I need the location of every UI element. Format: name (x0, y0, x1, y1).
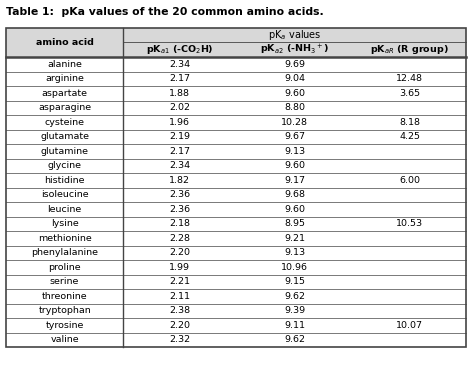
Text: 10.07: 10.07 (396, 321, 423, 330)
Text: glutamine: glutamine (41, 147, 89, 156)
Text: proline: proline (48, 263, 81, 272)
Text: phenylalanine: phenylalanine (31, 248, 98, 257)
Text: 2.32: 2.32 (169, 335, 190, 344)
Text: 9.04: 9.04 (284, 74, 305, 83)
Text: 4.25: 4.25 (399, 132, 420, 141)
Text: 9.60: 9.60 (284, 205, 305, 214)
Text: 10.28: 10.28 (281, 118, 308, 127)
Text: 9.21: 9.21 (284, 234, 305, 243)
Text: 9.60: 9.60 (284, 161, 305, 170)
Text: serine: serine (50, 277, 79, 286)
Text: 2.17: 2.17 (169, 74, 190, 83)
Text: 2.28: 2.28 (169, 234, 190, 243)
Text: 10.53: 10.53 (396, 219, 423, 228)
Text: 9.60: 9.60 (284, 89, 305, 98)
Text: 2.36: 2.36 (169, 190, 190, 199)
Text: leucine: leucine (47, 205, 82, 214)
Text: pK$_a$ values: pK$_a$ values (268, 28, 321, 42)
Text: pK$_{a1}$ (-CO$_2$H): pK$_{a1}$ (-CO$_2$H) (146, 43, 213, 56)
Text: pK$_{aR}$ (R group): pK$_{aR}$ (R group) (370, 43, 449, 56)
Bar (6, 28, 466, 57)
Text: amino acid: amino acid (36, 38, 93, 47)
Text: 9.15: 9.15 (284, 277, 305, 286)
Text: 2.18: 2.18 (169, 219, 190, 228)
Text: 8.95: 8.95 (284, 219, 305, 228)
Text: lysine: lysine (51, 219, 79, 228)
Bar (6, 28, 466, 347)
Text: methionine: methionine (38, 234, 91, 243)
Text: 1.82: 1.82 (169, 176, 190, 185)
Text: 2.34: 2.34 (169, 60, 190, 69)
Text: 12.48: 12.48 (396, 74, 423, 83)
Text: 1.88: 1.88 (169, 89, 190, 98)
Text: aspartate: aspartate (42, 89, 88, 98)
Text: 2.21: 2.21 (169, 277, 190, 286)
Text: 1.96: 1.96 (169, 118, 190, 127)
Text: arginine: arginine (45, 74, 84, 83)
Text: glycine: glycine (48, 161, 82, 170)
Text: 2.38: 2.38 (169, 306, 190, 315)
Text: pK$_{a2}$ (-NH$_3$$^+$): pK$_{a2}$ (-NH$_3$$^+$) (260, 43, 329, 57)
Text: 9.62: 9.62 (284, 292, 305, 301)
Text: histidine: histidine (45, 176, 85, 185)
Text: 9.67: 9.67 (284, 132, 305, 141)
Text: 9.69: 9.69 (284, 60, 305, 69)
Text: 2.02: 2.02 (169, 103, 190, 112)
Text: alanine: alanine (47, 60, 82, 69)
Text: 8.80: 8.80 (284, 103, 305, 112)
Text: 9.17: 9.17 (284, 176, 305, 185)
Text: isoleucine: isoleucine (41, 190, 89, 199)
Text: 9.11: 9.11 (284, 321, 305, 330)
Text: asparagine: asparagine (38, 103, 91, 112)
Text: 9.13: 9.13 (284, 248, 305, 257)
Text: tryptophan: tryptophan (38, 306, 91, 315)
Text: 1.99: 1.99 (169, 263, 190, 272)
Text: glutamate: glutamate (40, 132, 89, 141)
Text: 8.18: 8.18 (399, 118, 420, 127)
Text: 2.20: 2.20 (169, 248, 190, 257)
Text: cysteine: cysteine (45, 118, 85, 127)
Text: 9.13: 9.13 (284, 147, 305, 156)
Text: 9.62: 9.62 (284, 335, 305, 344)
Text: threonine: threonine (42, 292, 88, 301)
Text: 2.34: 2.34 (169, 161, 190, 170)
Text: 2.19: 2.19 (169, 132, 190, 141)
Text: 2.17: 2.17 (169, 147, 190, 156)
Text: 2.11: 2.11 (169, 292, 190, 301)
Text: 2.20: 2.20 (169, 321, 190, 330)
Text: 10.96: 10.96 (281, 263, 308, 272)
Text: 3.65: 3.65 (399, 89, 420, 98)
Text: 9.39: 9.39 (284, 306, 305, 315)
Text: tyrosine: tyrosine (46, 321, 84, 330)
Text: 9.68: 9.68 (284, 190, 305, 199)
Text: 2.36: 2.36 (169, 205, 190, 214)
Text: Table 1:  pKa values of the 20 common amino acids.: Table 1: pKa values of the 20 common ami… (6, 7, 324, 17)
Text: 6.00: 6.00 (399, 176, 420, 185)
Text: valine: valine (50, 335, 79, 344)
